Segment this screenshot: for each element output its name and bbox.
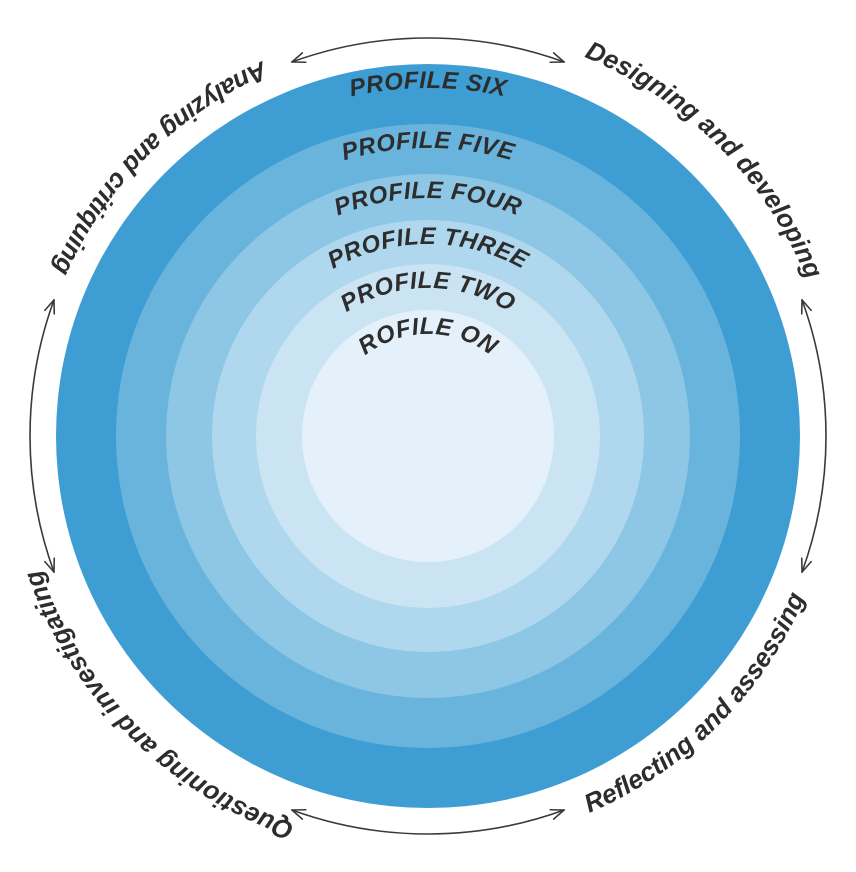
ring-5 <box>302 310 554 562</box>
concentric-rings <box>56 64 800 808</box>
concentric-profile-diagram: PROFILE SIXPROFILE FIVEPROFILE FOURPROFI… <box>0 0 856 872</box>
